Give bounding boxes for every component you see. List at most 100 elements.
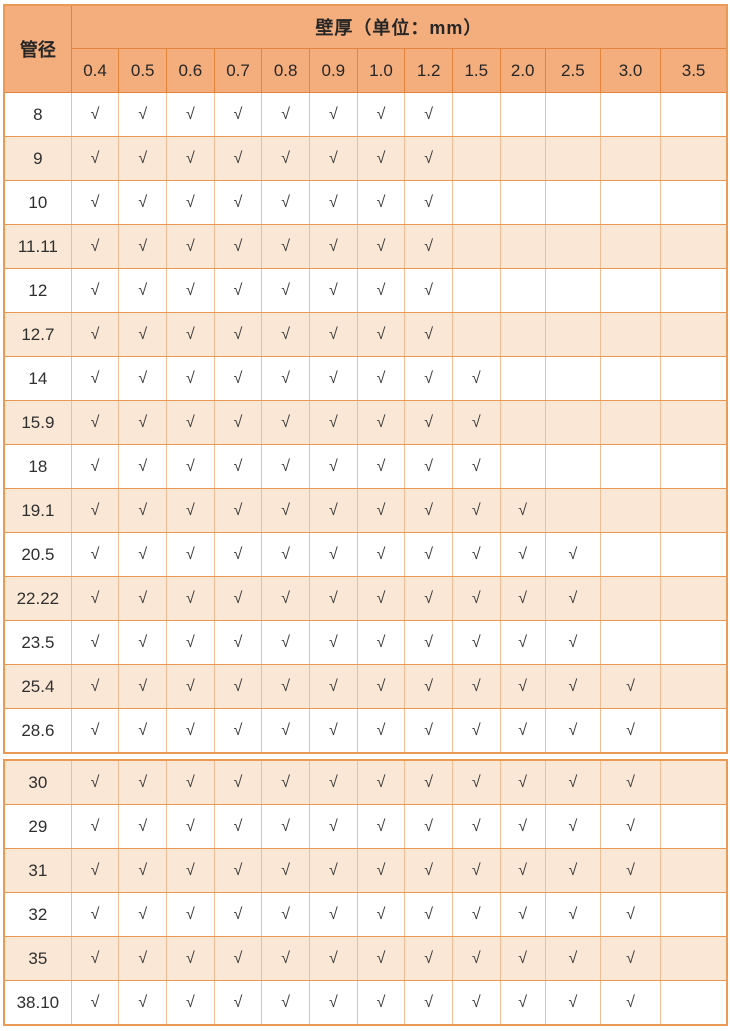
- check-cell: √: [166, 664, 215, 709]
- check-cell: √: [451, 759, 501, 805]
- check-cell: √: [166, 268, 215, 313]
- check-cell: √: [261, 980, 310, 1026]
- check-cell: √: [166, 848, 215, 893]
- check-cell: √: [544, 936, 601, 981]
- table-row-diameter-35: 35 √ √ √ √ √ √ √ √ √ √ √ √: [3, 936, 728, 981]
- empty-cell: [544, 356, 601, 401]
- check-cell: √: [166, 936, 215, 981]
- check-cell: √: [309, 136, 358, 181]
- check-cell: √: [451, 804, 501, 849]
- check-cell: √: [309, 936, 358, 981]
- check-cell: √: [309, 92, 358, 137]
- empty-cell: [499, 312, 546, 357]
- check-cell: √: [166, 620, 215, 665]
- check-cell: √: [544, 892, 601, 937]
- check-cell: √: [499, 708, 546, 754]
- empty-cell: [499, 444, 546, 489]
- table-row-diameter-18: 18 √ √ √ √ √ √ √ √ √: [3, 444, 728, 489]
- check-cell: √: [213, 892, 263, 937]
- check-cell: √: [404, 312, 453, 357]
- check-cell: √: [70, 488, 120, 533]
- check-cell: √: [118, 576, 168, 621]
- check-cell: √: [70, 92, 120, 137]
- check-cell: √: [356, 180, 406, 225]
- diameter-cell: 29: [3, 804, 72, 849]
- check-cell: √: [544, 664, 601, 709]
- check-cell: √: [356, 620, 406, 665]
- check-cell: √: [261, 488, 310, 533]
- check-cell: √: [404, 268, 453, 313]
- thickness-col-header-1.2: 1.2: [404, 48, 453, 93]
- check-cell: √: [309, 312, 358, 357]
- check-cell: √: [213, 576, 263, 621]
- check-cell: √: [451, 936, 501, 981]
- diameter-cell: 12: [3, 268, 72, 313]
- check-cell: √: [544, 532, 601, 577]
- empty-cell: [599, 92, 662, 137]
- check-cell: √: [70, 936, 120, 981]
- check-cell: √: [166, 892, 215, 937]
- check-cell: √: [213, 312, 263, 357]
- empty-cell: [451, 180, 501, 225]
- check-cell: √: [404, 532, 453, 577]
- check-cell: √: [118, 400, 168, 445]
- check-cell: √: [70, 664, 120, 709]
- check-cell: √: [309, 532, 358, 577]
- check-cell: √: [166, 180, 215, 225]
- check-cell: √: [451, 892, 501, 937]
- table-row-diameter-20.5: 20.5 √ √ √ √ √ √ √ √ √ √ √: [3, 532, 728, 577]
- check-cell: √: [309, 892, 358, 937]
- diameter-cell: 18: [3, 444, 72, 489]
- check-cell: √: [309, 848, 358, 893]
- header-row-group: 管径 壁厚（单位：mm）: [3, 4, 728, 93]
- check-cell: √: [261, 759, 310, 805]
- check-cell: √: [309, 444, 358, 489]
- table-row-diameter-19.1: 19.1 √ √ √ √ √ √ √ √ √ √: [3, 488, 728, 533]
- check-cell: √: [451, 400, 501, 445]
- check-cell: √: [70, 444, 120, 489]
- check-cell: √: [451, 708, 501, 754]
- empty-cell: [660, 759, 728, 805]
- check-cell: √: [261, 664, 310, 709]
- check-cell: √: [356, 92, 406, 137]
- check-cell: √: [309, 980, 358, 1026]
- check-cell: √: [499, 664, 546, 709]
- check-cell: √: [70, 620, 120, 665]
- check-cell: √: [356, 400, 406, 445]
- diameter-cell: 38.10: [3, 980, 72, 1026]
- diameter-cell: 19.1: [3, 488, 72, 533]
- empty-cell: [599, 620, 662, 665]
- check-cell: √: [544, 848, 601, 893]
- check-cell: √: [404, 576, 453, 621]
- table-row-diameter-15.9: 15.9 √ √ √ √ √ √ √ √ √: [3, 400, 728, 445]
- diameter-cell: 30: [3, 759, 72, 805]
- empty-cell: [660, 848, 728, 893]
- check-cell: √: [118, 892, 168, 937]
- empty-cell: [660, 620, 728, 665]
- check-cell: √: [118, 312, 168, 357]
- thickness-col-header-0.6: 0.6: [166, 48, 215, 93]
- empty-cell: [599, 576, 662, 621]
- check-cell: √: [118, 620, 168, 665]
- check-cell: √: [309, 224, 358, 269]
- empty-cell: [660, 980, 728, 1026]
- diameter-cell: 22.22: [3, 576, 72, 621]
- check-cell: √: [213, 136, 263, 181]
- check-cell: √: [356, 224, 406, 269]
- empty-cell: [544, 312, 601, 357]
- empty-cell: [499, 400, 546, 445]
- check-cell: √: [599, 980, 662, 1026]
- empty-cell: [599, 400, 662, 445]
- table-body-lower: 30 √ √ √ √ √ √ √ √ √ √ √ √ 29 √ √ √ √ √ √ √ √ √ √ √ √ 31 √ √ √ √ √ √ √ √ √ √…: [3, 759, 728, 1026]
- check-cell: √: [309, 620, 358, 665]
- check-cell: √: [309, 356, 358, 401]
- check-cell: √: [70, 980, 120, 1026]
- check-cell: √: [404, 892, 453, 937]
- check-cell: √: [118, 804, 168, 849]
- check-cell: √: [356, 488, 406, 533]
- check-cell: √: [166, 312, 215, 357]
- check-cell: √: [356, 136, 406, 181]
- table-row-diameter-9: 9 √ √ √ √ √ √ √ √: [3, 136, 728, 181]
- empty-cell: [451, 136, 501, 181]
- check-cell: √: [261, 136, 310, 181]
